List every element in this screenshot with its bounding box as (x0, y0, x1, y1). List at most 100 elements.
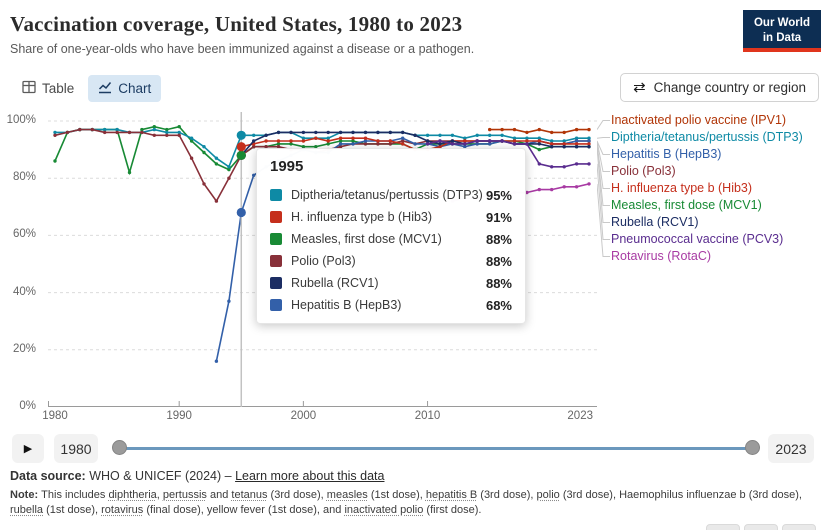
note-term-link[interactable]: diphtheria (108, 489, 157, 501)
series-point (537, 136, 541, 140)
series-point (338, 145, 343, 149)
series-point (401, 142, 405, 146)
timeline-slider[interactable] (112, 440, 760, 456)
action-button-1[interactable] (706, 524, 740, 530)
note-term-link[interactable]: pertussis (162, 489, 207, 501)
series-point (189, 139, 194, 143)
series-point (214, 162, 219, 166)
tooltip-row: Polio (Pol3) 88% (270, 250, 512, 272)
owid-logo-line2: in Data (762, 32, 802, 44)
slider-handle-start[interactable] (112, 440, 127, 455)
action-button-2[interactable] (744, 524, 778, 530)
tooltip-value: 91% (485, 209, 512, 225)
series-point (252, 133, 256, 137)
note-term-link[interactable]: measles (326, 489, 368, 501)
series-point (401, 136, 405, 140)
legend-item-hepb3[interactable]: Hepatitis B (HepB3) (611, 147, 722, 161)
timeline-end-year[interactable]: 2023 (768, 434, 814, 463)
series-point (463, 136, 467, 140)
series-point (537, 139, 541, 143)
series-point (326, 139, 330, 143)
series-point (562, 165, 566, 169)
series-point (550, 187, 554, 192)
note-term-link[interactable]: tetanus (231, 489, 268, 501)
action-button-3[interactable] (782, 524, 816, 530)
legend-item-rotac[interactable]: Rotavirus (RotaC) (611, 249, 712, 263)
legend-item-dtp3[interactable]: Diptheria/tetanus/pertussis (DTP3) (611, 130, 803, 144)
series-point (127, 170, 132, 175)
owid-logo-line1: Our World (753, 17, 810, 29)
series-point (550, 165, 554, 169)
series-point (78, 127, 82, 132)
legend-item-hib3[interactable]: H. influenza type b (Hib3) (611, 181, 753, 195)
note-term-link[interactable]: rotavirus (101, 504, 144, 517)
learn-more-link[interactable]: Learn more about this data (235, 469, 385, 483)
y-axis-label: 100% (6, 114, 36, 126)
series-point (425, 139, 430, 143)
tooltip-row: Rubella (RCV1) 88% (270, 272, 512, 294)
series-point (264, 139, 268, 143)
series-point (338, 139, 343, 143)
series-point (351, 139, 355, 143)
series-point (115, 127, 119, 132)
tooltip-swatch-icon (270, 189, 282, 201)
note-term-link[interactable]: hepatitis B (425, 489, 478, 501)
series-point (587, 142, 591, 146)
note-term-link[interactable]: inactivated polio (344, 504, 424, 517)
tooltip-value: 88% (485, 231, 512, 247)
series-point (574, 142, 579, 146)
note-term-link[interactable]: rubella (10, 504, 44, 517)
series-point (500, 133, 504, 137)
series-point (90, 127, 94, 132)
series-point (351, 136, 355, 140)
hover-point (236, 142, 246, 152)
legend-item-pcv3[interactable]: Pneumococcal vaccine (PCV3) (611, 232, 784, 246)
series-point (562, 145, 566, 149)
series-point (587, 139, 591, 143)
series-point (301, 130, 306, 135)
tooltip-row: Measles, first dose (MCV1) 88% (270, 228, 512, 250)
legend-item-mcv1[interactable]: Measles, first dose (MCV1) (611, 198, 762, 212)
tab-chart[interactable]: Chart (88, 75, 162, 102)
series-point (177, 133, 181, 137)
slider-handle-end[interactable] (745, 440, 760, 455)
series-point (301, 136, 306, 140)
series-point (587, 136, 591, 140)
timeline-start-year[interactable]: 1980 (54, 434, 98, 463)
series-point (388, 130, 392, 135)
series-point (152, 127, 156, 132)
play-button[interactable]: ▶ (12, 434, 44, 463)
series-point (512, 142, 517, 146)
series-point (537, 162, 541, 166)
series-point (574, 127, 579, 132)
series-point (152, 133, 156, 137)
series-line-dtp3[interactable] (55, 128, 589, 169)
tooltip-series-label: Hepatitis B (HepB3) (291, 298, 402, 312)
slider-track[interactable] (120, 447, 752, 450)
note-text-segment: and (206, 489, 232, 501)
series-point (574, 139, 579, 143)
series-point (475, 142, 479, 146)
series-point (276, 142, 281, 146)
series-line-pcv3[interactable] (427, 140, 589, 168)
note-text-segment: Note: (10, 489, 42, 501)
series-point (276, 139, 281, 143)
tooltip-row: Diptheria/tetanus/pertussis (DTP3) 95% (270, 184, 512, 206)
series-point (177, 125, 181, 129)
series-point (376, 142, 380, 146)
series-point (488, 142, 492, 146)
legend-item-pol3[interactable]: Polio (Pol3) (611, 164, 676, 178)
series-point (401, 130, 405, 135)
series-point (264, 133, 268, 137)
y-axis: 0% 20% 40% 60% 80% 100% (0, 112, 42, 412)
page-title: Vaccination coverage, United States, 198… (10, 12, 463, 36)
note-term-link[interactable]: polio (536, 489, 560, 501)
series-point (314, 130, 318, 135)
tab-table[interactable]: Table (12, 75, 84, 102)
legend-item-rcv1[interactable]: Rubella (RCV1) (611, 215, 699, 229)
owid-logo[interactable]: Our World in Data (743, 10, 821, 52)
series-point (512, 136, 517, 140)
series-point (103, 127, 107, 132)
legend-item-ipv1[interactable]: Inactivated polio vaccine (IPV1) (611, 113, 787, 127)
change-country-button[interactable]: ⇄ Change country or region (620, 73, 819, 102)
